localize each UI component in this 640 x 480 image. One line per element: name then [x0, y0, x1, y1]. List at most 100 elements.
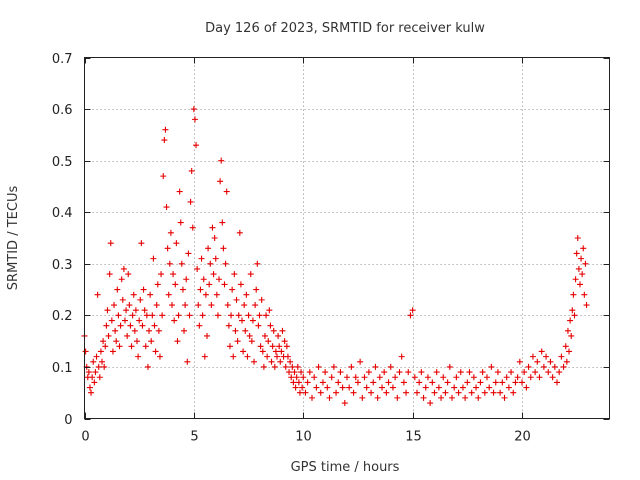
data-point: [293, 374, 300, 381]
data-point: [431, 389, 438, 396]
data-point: [387, 363, 394, 370]
data-point: [383, 389, 390, 396]
data-point: [108, 317, 115, 324]
data-point: [116, 343, 123, 350]
x-axis-label: GPS time / hours: [291, 460, 400, 475]
data-point: [176, 188, 183, 195]
data-point: [188, 167, 195, 174]
data-point: [453, 374, 460, 381]
data-point: [223, 188, 230, 195]
data-point: [317, 389, 324, 396]
data-point: [171, 317, 178, 324]
data-point: [184, 358, 191, 365]
data-point: [479, 369, 486, 376]
data-point: [282, 363, 289, 370]
data-point: [224, 302, 231, 309]
data-point: [97, 348, 104, 355]
data-point: [89, 374, 96, 381]
data-point: [370, 379, 377, 386]
data-point: [486, 384, 493, 391]
data-point: [236, 229, 243, 236]
data-point: [566, 348, 573, 355]
data-point: [257, 343, 264, 350]
data-point: [389, 384, 396, 391]
data-point: [219, 219, 226, 226]
data-point: [306, 369, 313, 376]
data-point: [330, 363, 337, 370]
data-point: [560, 363, 567, 370]
data-point: [193, 142, 200, 149]
data-point: [174, 338, 181, 345]
axis-ticks: 0 5 10 15 20 0 0.1 0.2 0.3 0.4 0.5 0.6 0.7: [52, 52, 610, 445]
data-point: [243, 291, 250, 298]
y-tick-label: 0.6: [52, 103, 73, 118]
data-point: [505, 384, 512, 391]
data-point: [190, 106, 197, 113]
data-point: [344, 374, 350, 381]
data-point: [400, 379, 407, 386]
data-point: [255, 322, 262, 329]
x-tick-label: 0: [81, 430, 89, 445]
data-point: [525, 363, 532, 370]
data-point: [240, 348, 247, 355]
data-point: [202, 291, 209, 298]
data-point: [333, 389, 340, 396]
data-point: [570, 291, 577, 298]
data-point: [165, 291, 172, 298]
data-point: [300, 374, 307, 381]
data-point: [125, 271, 132, 278]
data-point: [510, 389, 517, 396]
data-point: [337, 369, 344, 376]
data-point: [394, 394, 401, 401]
data-point: [147, 291, 154, 298]
data-point: [102, 343, 109, 350]
data-point: [259, 348, 266, 355]
data-point: [341, 400, 348, 407]
data-point: [242, 327, 249, 334]
data-point: [322, 369, 329, 376]
data-point: [200, 276, 207, 283]
data-point: [261, 332, 268, 339]
data-point: [234, 338, 241, 345]
data-point: [435, 384, 442, 391]
data-point: [209, 224, 216, 231]
data-point: [289, 363, 296, 370]
data-point: [315, 363, 322, 370]
data-point: [211, 235, 218, 241]
data-point: [204, 332, 210, 339]
data-point: [155, 327, 162, 334]
data-point: [575, 265, 582, 272]
data-point: [143, 312, 150, 319]
data-point: [196, 322, 203, 329]
data-point: [464, 379, 471, 386]
data-point: [226, 343, 233, 350]
data-point: [392, 374, 399, 381]
data-point: [477, 379, 484, 386]
data-point: [247, 271, 254, 278]
data-point: [120, 265, 127, 272]
data-point: [359, 394, 366, 401]
data-point: [159, 312, 166, 319]
data-point: [134, 338, 140, 345]
data-point: [156, 353, 163, 360]
data-point: [470, 374, 477, 381]
data-point: [225, 322, 232, 329]
data-point: [455, 389, 462, 396]
data-point: [228, 312, 235, 319]
data-point: [121, 317, 128, 324]
data-point: [558, 353, 565, 360]
data-point: [135, 353, 142, 360]
data-point: [284, 353, 291, 360]
data-point: [232, 327, 239, 334]
data-point: [361, 374, 368, 381]
data-point: [117, 322, 124, 329]
data-point: [131, 327, 138, 334]
data-point: [521, 369, 528, 376]
data-point: [290, 379, 297, 386]
data-point: [271, 363, 278, 370]
data-point: [291, 369, 298, 376]
data-point: [499, 379, 506, 386]
data-point: [144, 363, 151, 370]
data-point: [106, 271, 113, 278]
